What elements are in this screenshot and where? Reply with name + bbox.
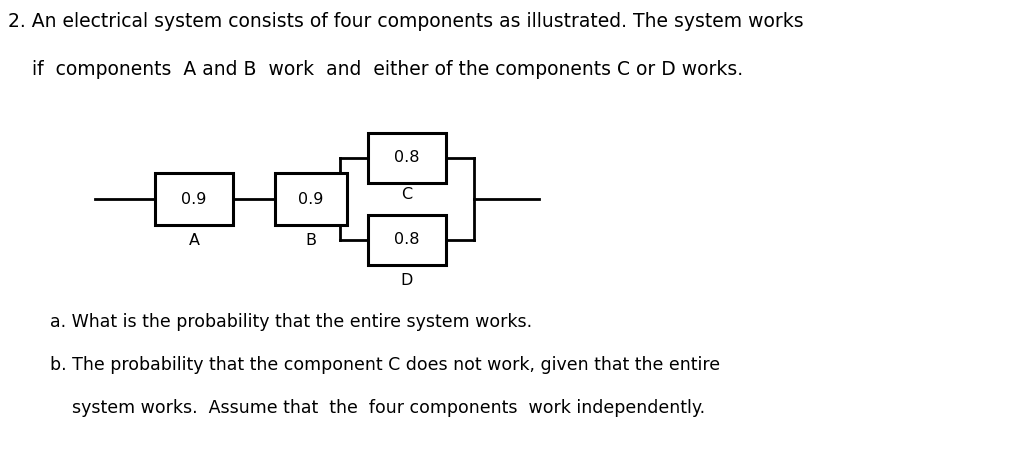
Text: 2. An electrical system consists of four components as illustrated. The system w: 2. An electrical system consists of four… [8, 12, 803, 31]
Bar [275, 173, 347, 225]
Text: if  components  A and B  work  and  either of the components C or D works.: if components A and B work and either of… [8, 60, 742, 79]
Text: 0.9: 0.9 [181, 192, 206, 206]
Text: system works.  Assume that  the  four components  work independently.: system works. Assume that the four compo… [50, 399, 705, 417]
Text: C: C [401, 187, 412, 202]
Text: 0.8: 0.8 [394, 233, 420, 247]
Text: 0.8: 0.8 [394, 151, 420, 165]
Text: A: A [188, 233, 199, 248]
Bar [368, 133, 446, 183]
Text: D: D [400, 273, 412, 288]
Text: 0.9: 0.9 [298, 192, 324, 206]
Text: b. The probability that the component C does not work, given that the entire: b. The probability that the component C … [50, 356, 720, 374]
Bar [368, 215, 446, 265]
Text: B: B [305, 233, 316, 248]
Text: a. What is the probability that the entire system works.: a. What is the probability that the enti… [50, 313, 532, 331]
Bar [155, 173, 233, 225]
